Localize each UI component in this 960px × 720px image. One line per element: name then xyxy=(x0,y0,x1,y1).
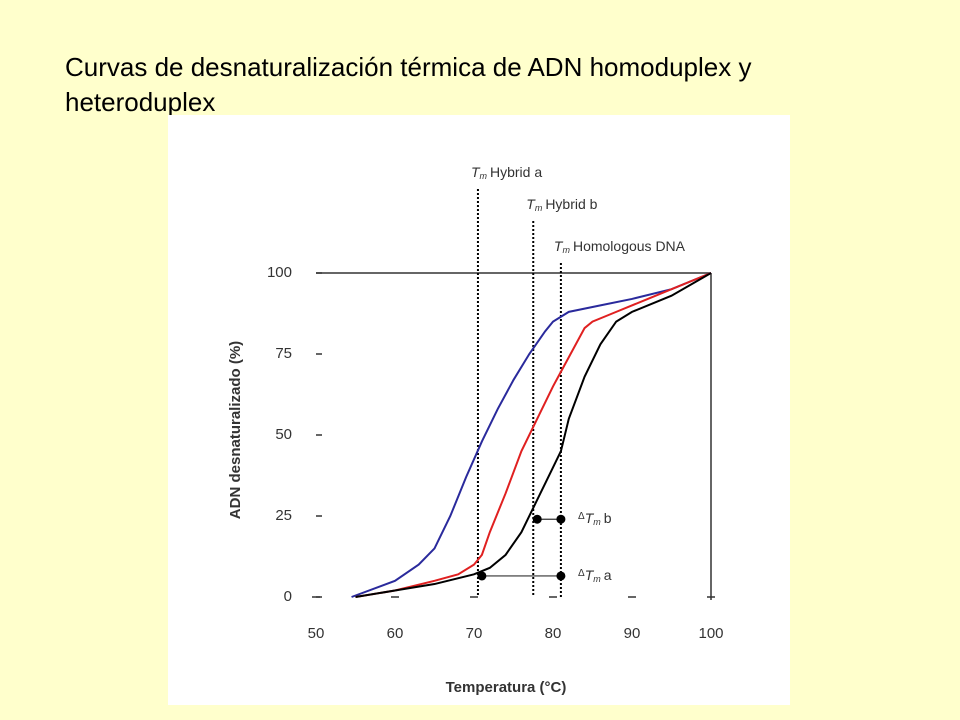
tm-symbol: T xyxy=(585,567,595,583)
x-tick-label: 50 xyxy=(308,625,325,642)
tm-symbol: T xyxy=(554,238,564,254)
tm-subscript: m xyxy=(593,574,601,584)
tm-text: b xyxy=(604,510,612,526)
y-tick-label: 100 xyxy=(267,264,292,281)
delta-symbol: Δ xyxy=(578,568,585,579)
tm-symbol: T xyxy=(526,196,536,212)
slide-title: Curvas de desnaturalización térmica de A… xyxy=(65,52,752,117)
x-tick-label: 100 xyxy=(698,625,723,642)
tm-label: Tm Hybrid a xyxy=(471,164,542,182)
tm-text: Hybrid a xyxy=(490,164,542,180)
delta-label: ΔTm b xyxy=(578,510,612,528)
x-tick-label: 70 xyxy=(466,625,483,642)
tm-text: a xyxy=(604,567,612,583)
tm-text: Homologous DNA xyxy=(573,238,686,254)
delta-point xyxy=(477,571,487,581)
y-tick-label: 75 xyxy=(275,345,292,362)
x-tick-label: 60 xyxy=(387,625,404,642)
tm-subscript: m xyxy=(535,203,543,213)
y-tick-label: 50 xyxy=(275,426,292,443)
x-tick-label: 90 xyxy=(624,625,641,642)
chart-panel xyxy=(168,115,790,705)
delta-point xyxy=(532,514,542,524)
tm-subscript: m xyxy=(562,245,570,255)
y-tick-label: 0 xyxy=(284,588,292,605)
series-line xyxy=(355,272,712,598)
tm-label: Tm Hybrid b xyxy=(526,196,597,214)
tm-symbol: T xyxy=(585,510,595,526)
delta-point xyxy=(556,514,566,524)
series-line xyxy=(351,272,712,598)
x-axis-label: Temperatura (°C) xyxy=(446,679,567,696)
tm-subscript: m xyxy=(480,171,488,181)
series-line xyxy=(355,272,712,598)
y-axis-label: ADN desnaturalizado (%) xyxy=(227,341,244,519)
x-tick-label: 80 xyxy=(545,625,562,642)
tm-label: Tm Homologous DNA xyxy=(554,238,686,256)
delta-symbol: Δ xyxy=(578,511,585,522)
tm-text: Hybrid b xyxy=(545,196,597,212)
delta-label: ΔTm a xyxy=(578,567,612,585)
tm-subscript: m xyxy=(593,518,601,528)
delta-point xyxy=(556,571,566,581)
tm-symbol: T xyxy=(471,164,481,180)
y-tick-label: 25 xyxy=(275,507,292,524)
